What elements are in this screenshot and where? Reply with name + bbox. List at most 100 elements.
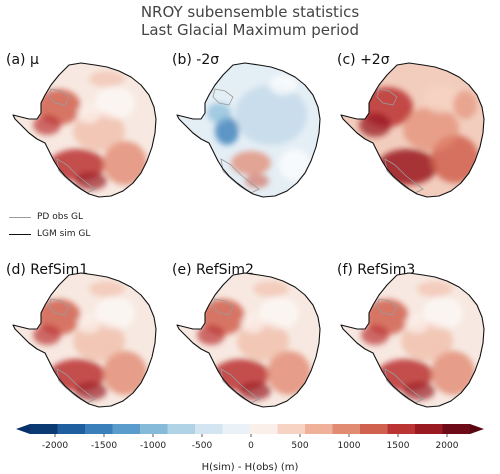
pd-obs-grounding-line-weddell	[376, 298, 398, 316]
lgm-sim-grounding-line	[12, 62, 157, 198]
ice-thickness-field	[341, 63, 484, 197]
colorbar-cell	[415, 424, 443, 434]
anomaly-patch	[75, 382, 107, 400]
antarctica-map-c	[340, 62, 485, 198]
anomaly-patch	[231, 151, 271, 175]
pd-obs-grounding-line-weddell	[48, 88, 70, 106]
panel-label-b: (b) -2σ	[172, 52, 220, 68]
colorbar-tick-label: -1000	[140, 441, 166, 451]
ice-thickness-field	[341, 273, 484, 407]
legend-line-lgm-sim	[9, 233, 31, 235]
colorbar-ticks: -2000 -1500 -1000 -500 0 500 1000 1500 2000	[42, 434, 459, 451]
colorbar-extend-low	[16, 424, 30, 434]
colorbar-cell	[30, 424, 58, 434]
lgm-sim-grounding-line	[12, 272, 157, 408]
anomaly-patch	[269, 75, 297, 95]
colorbar-cell	[112, 424, 141, 434]
pd-obs-grounding-line-weddell	[212, 298, 234, 316]
pd-obs-grounding-line-ross	[384, 158, 424, 194]
colorbar-tick-label: -2000	[42, 441, 68, 451]
colorbar-tick-label: 500	[291, 441, 308, 451]
anomaly-patch	[403, 107, 459, 151]
anomaly-patch	[103, 351, 147, 395]
anomaly-patch	[453, 91, 477, 119]
pd-obs-grounding-line-ross	[220, 158, 260, 194]
title-line1: NROY subensemble statistics	[140, 3, 360, 21]
colorbar-cell	[305, 424, 333, 434]
colorbar-cell	[85, 424, 113, 434]
title-line2: Last Glacial Maximum period	[141, 21, 359, 39]
pd-obs-grounding-line-ross	[56, 158, 96, 194]
colorbar-cell	[57, 424, 86, 434]
panel-label-d: (d) RefSim1	[6, 262, 89, 278]
anomaly-patch	[279, 149, 311, 181]
anomaly-patch	[75, 172, 107, 190]
colorbar-cell	[250, 424, 278, 434]
ice-field-anomalies	[33, 281, 147, 400]
anomaly-patch	[245, 174, 269, 188]
anomaly-patch	[359, 113, 391, 137]
anomaly-patch	[33, 115, 61, 135]
anomaly-patch	[403, 382, 435, 400]
colorbar-tick-label: -500	[192, 441, 213, 451]
ice-field-anomalies	[33, 71, 147, 190]
colorbar-label: H(sim) - H(obs) (m)	[202, 462, 299, 473]
anomaly-patch	[431, 351, 475, 395]
colorbar-cell	[277, 424, 306, 434]
colorbar: -2000 -1500 -1000 -500 0 500 1000 1500 2000 H(si…	[16, 424, 484, 473]
anomaly-patch	[103, 141, 147, 185]
anomaly-patch	[253, 281, 289, 297]
ice-field-anomalies	[361, 281, 475, 400]
colorbar-cells	[16, 424, 484, 434]
panel-label-f: (f) RefSim3	[337, 262, 416, 278]
anomaly-patch	[235, 85, 307, 145]
colorbar-tick-label: -1500	[91, 441, 117, 451]
lgm-sim-grounding-line	[176, 272, 321, 408]
ice-field-anomalies	[207, 75, 311, 188]
panel-label-a: (a) μ	[6, 52, 39, 68]
anomaly-patch	[241, 313, 265, 333]
anomaly-patch	[77, 103, 101, 123]
colorbar-cell	[222, 424, 251, 434]
colorbar-cell	[360, 424, 388, 434]
ice-thickness-field	[177, 63, 320, 197]
anomaly-patch	[423, 85, 459, 113]
pd-obs-grounding-line-ross	[56, 368, 96, 404]
lgm-sim-grounding-line	[340, 272, 485, 408]
anomaly-patch	[259, 297, 299, 329]
anomaly-patch	[33, 325, 61, 345]
pd-obs-grounding-line-ross	[384, 368, 424, 404]
antarctica-map-a	[12, 62, 157, 198]
anomaly-patch	[95, 87, 135, 119]
lgm-sim-grounding-line	[176, 62, 321, 198]
anomaly-patch	[267, 351, 311, 395]
legend-label-lgm-sim: LGM sim GL	[37, 229, 91, 239]
colorbar-tick-label: 1000	[338, 441, 361, 451]
antarctica-map-f	[340, 272, 485, 408]
anomaly-patch	[197, 325, 225, 345]
legend-line-pd-obs	[9, 216, 31, 218]
map-legend: PD obs GL LGM sim GL	[5, 210, 123, 246]
antarctica-map-e	[176, 272, 321, 408]
pd-obs-grounding-line-weddell	[48, 298, 70, 316]
panel-label-e: (e) RefSim2	[172, 262, 254, 278]
pd-obs-grounding-line-weddell	[376, 88, 398, 106]
legend-item-pd-obs: PD obs GL	[9, 212, 83, 222]
antarctica-map-d	[12, 272, 157, 408]
lgm-sim-grounding-line	[340, 62, 485, 198]
anomaly-patch	[423, 297, 463, 329]
ice-thickness-field	[13, 273, 156, 407]
anomaly-patch	[215, 117, 239, 145]
anomaly-patch	[405, 313, 429, 333]
ice-thickness-field	[13, 63, 156, 197]
colorbar-cell	[195, 424, 223, 434]
anomaly-patch	[89, 281, 125, 297]
colorbar-extend-high	[470, 424, 484, 434]
colorbar-tick-label: 0	[248, 441, 254, 451]
colorbar-tick-label: 2000	[436, 441, 459, 451]
anomaly-patch	[239, 382, 271, 400]
anomaly-patch	[89, 71, 125, 87]
colorbar-tick-label: 1500	[387, 441, 410, 451]
colorbar-cell	[140, 424, 168, 434]
anomaly-patch	[77, 313, 101, 333]
